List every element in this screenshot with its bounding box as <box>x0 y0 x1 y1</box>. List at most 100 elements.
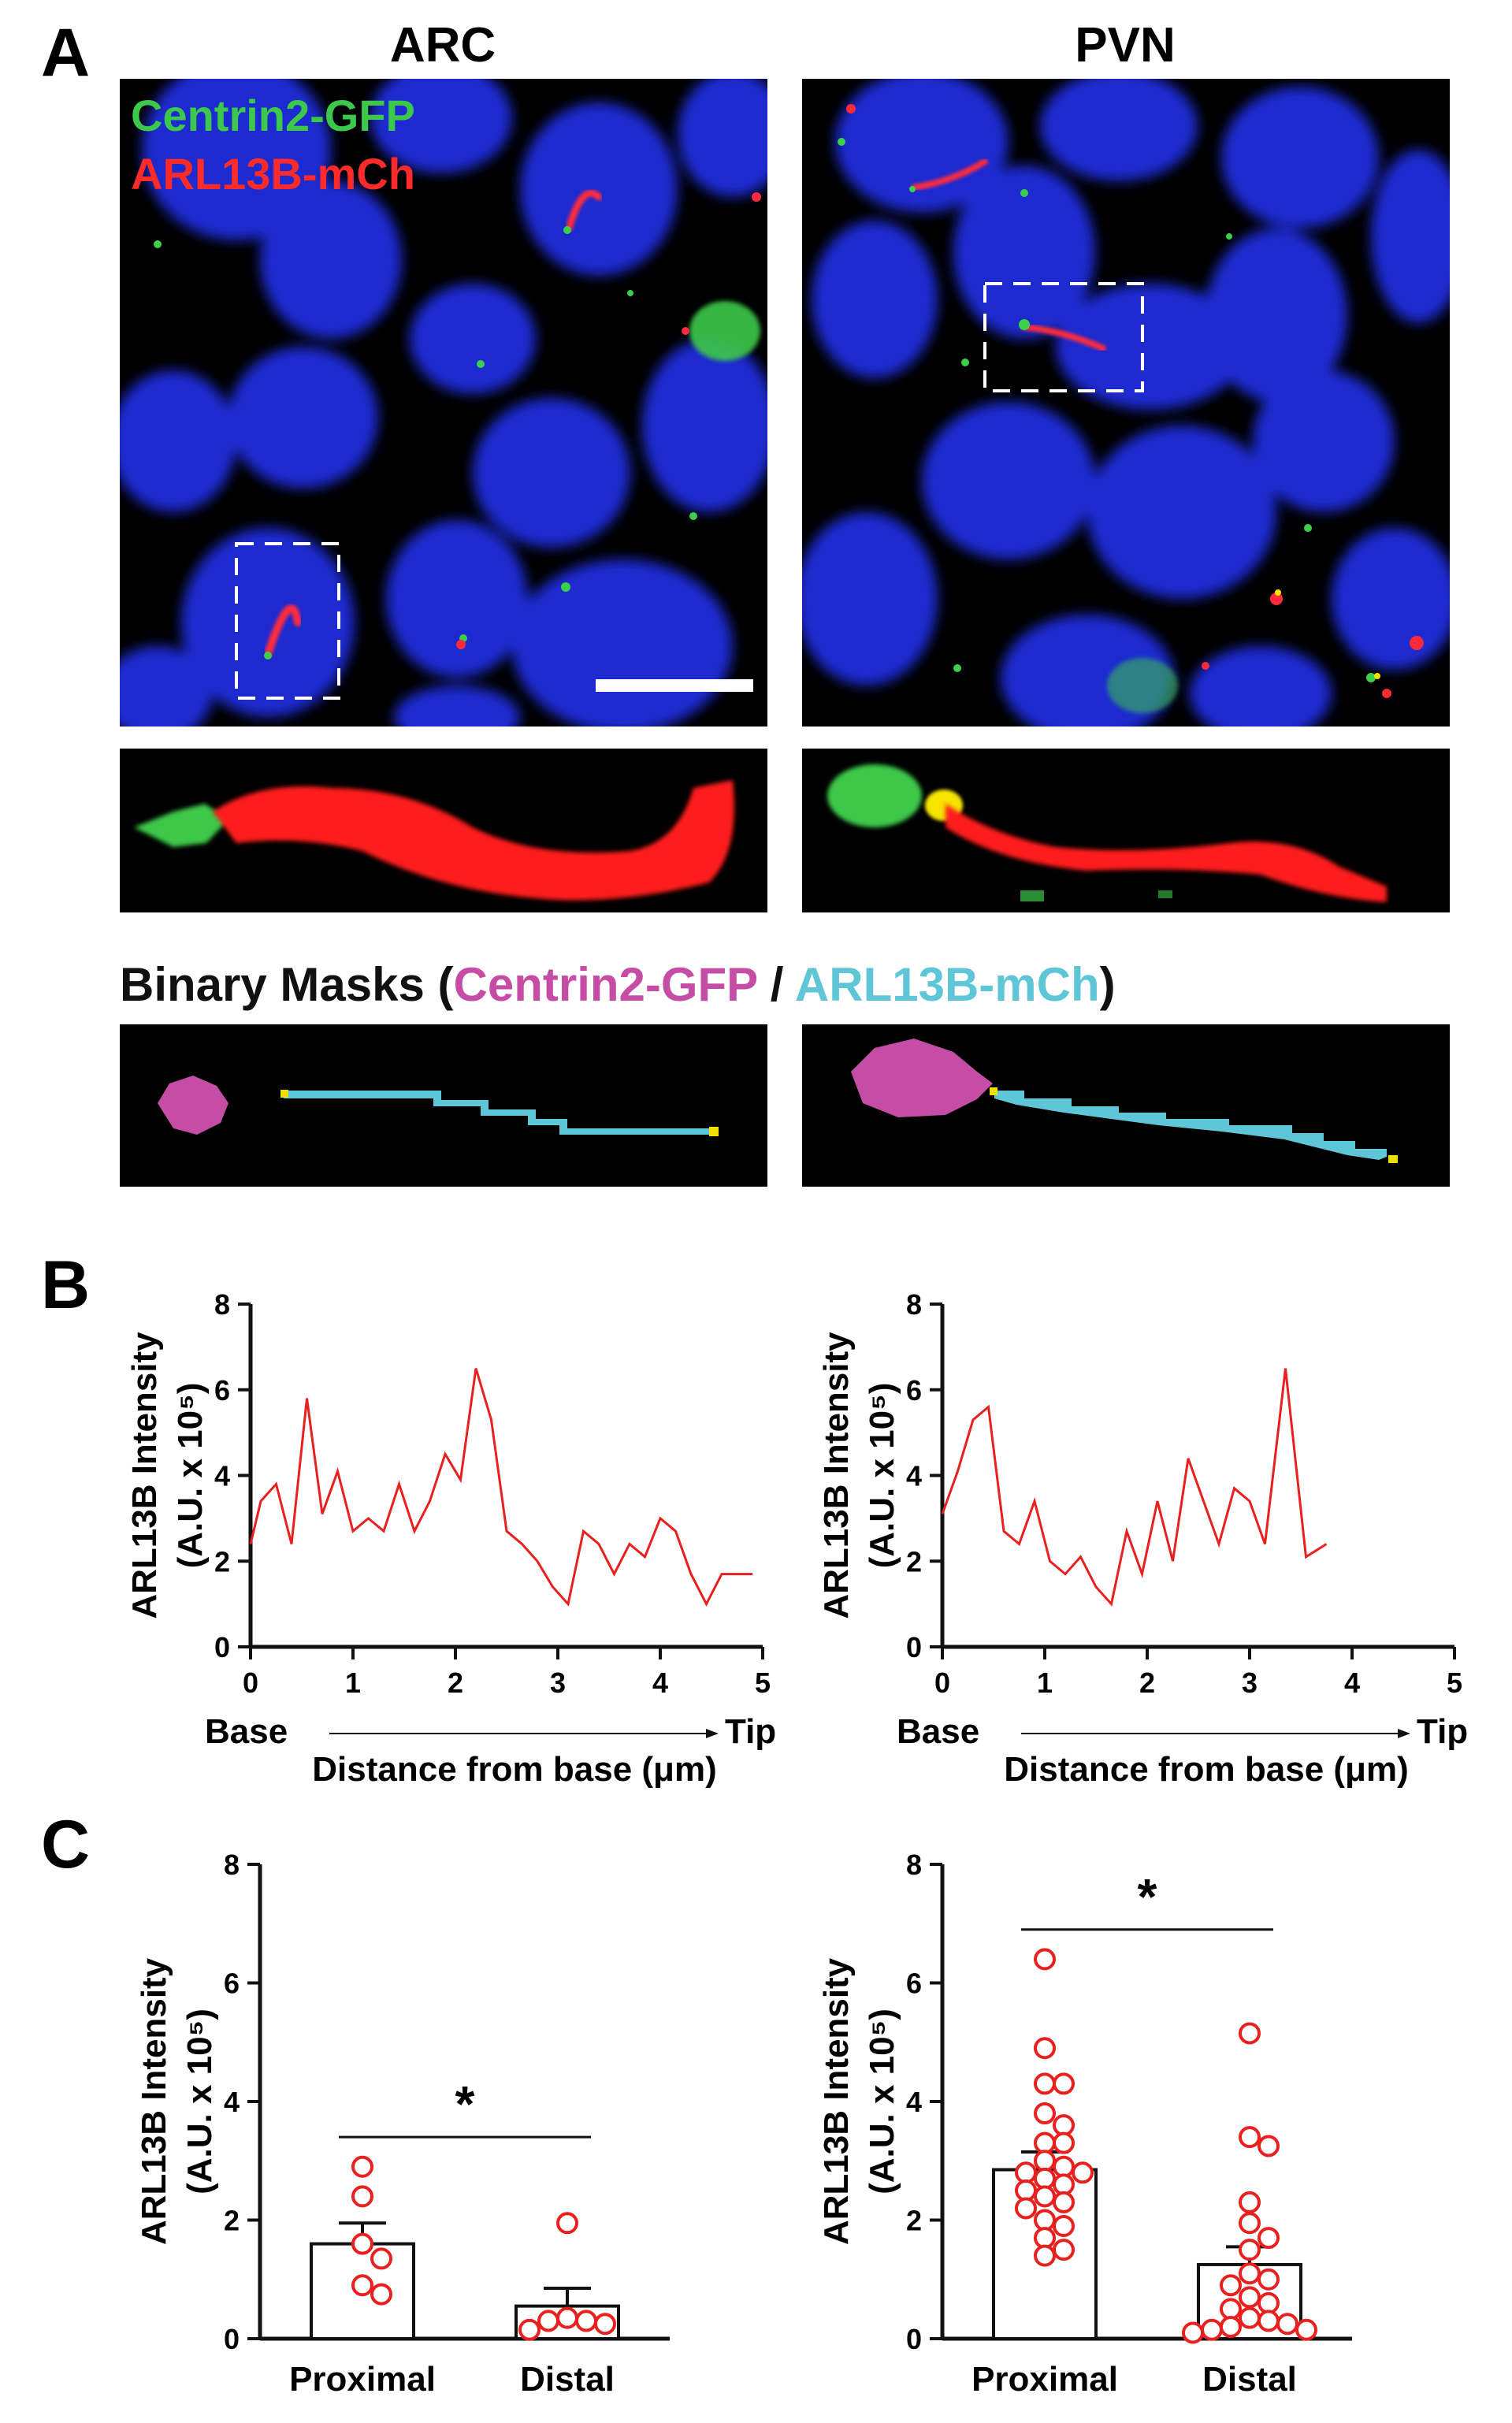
arc-profile-ylabel: ARL13B Intensity <box>125 1332 164 1619</box>
arc-profile-base-label: Base <box>205 1712 288 1751</box>
channel-label-centrin: Centrin2-GFP <box>131 91 415 140</box>
pvn-bar-ytick-label: 8 <box>906 1849 922 1881</box>
pvn-bar-data-point <box>1258 2291 1280 2314</box>
panel-letter-a: A <box>41 15 90 91</box>
pvn-profile-ytick-label: 0 <box>906 1631 922 1663</box>
pvn-bar-data-point <box>1239 2306 1261 2329</box>
pvn-bar-xtick-label: Distal <box>1202 2360 1297 2399</box>
pvn-bar-data-point <box>1239 2126 1261 2149</box>
pvn-profile-tip-label: Tip <box>1417 1712 1468 1751</box>
arc-bar-data-point <box>594 2313 616 2336</box>
pvn-profile-ytick-label: 2 <box>906 1545 922 1578</box>
arc-profile-xtick-label: 5 <box>755 1667 771 1699</box>
pvn-nuclei <box>802 79 1450 727</box>
pvn-bar-data-point <box>1258 2227 1280 2250</box>
pvn-bar-data-point <box>1034 2131 1056 2154</box>
masks-title-prefix: Binary Masks ( <box>120 958 454 1011</box>
pvn-bar-data-point <box>1053 2173 1075 2196</box>
arc-profile-xtick-label: 2 <box>448 1667 463 1699</box>
arc-bar-ytick-label: 8 <box>224 1849 240 1881</box>
pvn-bar-data-point <box>1034 2072 1056 2095</box>
pvn-bar-data-point <box>1053 2215 1075 2238</box>
pvn-bar-data-point <box>1276 2313 1298 2336</box>
pvn-bar-data-point <box>1034 2167 1056 2190</box>
pvn-bar-data-point <box>1239 2022 1261 2045</box>
pvn-bar-data-point <box>1220 2315 1242 2338</box>
arc-profile-ylabel-units: (A.U. x 10⁵) <box>171 1383 210 1569</box>
pvn-bar-data-point <box>1201 2318 1223 2341</box>
arc-bar-data-point <box>351 2185 373 2208</box>
pvn-bar-data-point <box>1053 2072 1075 2095</box>
arc-bar-xtick-label: Distal <box>520 2360 615 2399</box>
arc-bar-data-point <box>556 2306 578 2329</box>
masks-title-separator: / <box>757 958 795 1011</box>
pvn-bar-data-point <box>1015 2197 1037 2220</box>
pvn-bar-significance-star: * <box>1138 1868 1157 1925</box>
arc-bar-data-point <box>575 2310 597 2332</box>
pvn-profile-xtick-label: 2 <box>1139 1667 1155 1699</box>
pvn-profile-base-label: Base <box>897 1712 979 1751</box>
arc-bar-data-point <box>351 2155 373 2178</box>
pvn-bar-data-point <box>1258 2135 1280 2157</box>
masks-title-suffix: ) <box>1100 958 1116 1011</box>
arc-profile-distance-arrow-head <box>706 1729 719 1738</box>
masks-title-centrin: Centrin2-GFP <box>454 958 758 1011</box>
arc-bar-data-point <box>556 2212 578 2235</box>
pvn-bar-data-point <box>1239 2262 1261 2285</box>
pvn-bar-data-point <box>1295 2318 1317 2341</box>
pvn-profile-ylabel: ARL13B Intensity <box>817 1332 856 1619</box>
pvn-profile-xtick-label: 5 <box>1447 1667 1462 1699</box>
column-title-arc: ARC <box>390 18 496 72</box>
arc-bar-ytick-label: 4 <box>224 2086 240 2118</box>
pvn-profile-ytick-label: 6 <box>906 1374 922 1407</box>
arc-profile-tip-label: Tip <box>725 1712 776 1751</box>
pvn-bar-data-point <box>1034 2037 1056 2060</box>
pvn-profile-xtick-label: 4 <box>1344 1667 1360 1699</box>
pvn-bar-data-point <box>1053 2155 1075 2178</box>
pvn-bar-xtick-label: Proximal <box>971 2360 1118 2399</box>
pvn-bar-data-point <box>1239 2191 1261 2213</box>
panel-letter-b: B <box>41 1247 90 1323</box>
arc-bar-ylabel: ARL13B Intensity <box>135 1957 173 2245</box>
pvn-profile-xtick-label: 3 <box>1242 1667 1258 1699</box>
pvn-bar-data-point <box>1239 2239 1261 2261</box>
arc-bar-ylabel-units: (A.U. x 10⁵) <box>180 2009 219 2194</box>
pvn-bar-data-point <box>1220 2274 1242 2297</box>
pvn-bar-data-point <box>1258 2310 1280 2332</box>
pvn-bar-data-point <box>1220 2298 1242 2321</box>
arc-profile-xtick-label: 3 <box>550 1667 566 1699</box>
arc-profile-series-line <box>249 1368 752 1607</box>
pvn-bar-data-point <box>1053 2239 1075 2261</box>
pvn-bar-data-point <box>1239 2286 1261 2309</box>
pvn-bar-data-point <box>1034 2185 1056 2208</box>
pvn-bar-data-point <box>1072 2161 1094 2184</box>
pvn-bar-data-point <box>1053 2114 1075 2137</box>
arc-profile-ytick-label: 2 <box>214 1545 230 1578</box>
bar-chart-arc: 0 2 4 6 8 Proximal Distal * ARL13B Intensity (A.U… <box>135 1849 670 2399</box>
pvn-profile-ytick-label: 4 <box>906 1460 922 1492</box>
pvn-bar-data-point <box>1053 2191 1075 2213</box>
panel-letter-c: C <box>41 1807 90 1882</box>
arc-bar-data-point <box>518 2318 541 2341</box>
pvn-bar-data-point <box>1258 2268 1280 2291</box>
pvn-bar-data-point <box>1034 2209 1056 2232</box>
pvn-bar-ylabel: ARL13B Intensity <box>817 1957 856 2245</box>
pvn-bar-data-point <box>1034 2150 1056 2172</box>
pvn-bar-data-point <box>1034 2227 1056 2250</box>
bar-chart-pvn: 0 2 4 6 8 Proximal Distal * ARL13B Intensity (A.U… <box>817 1849 1352 2399</box>
pvn-bar-ytick-label: 4 <box>906 2086 922 2118</box>
pvn-profile-ylabel-units: (A.U. x 10⁵) <box>863 1383 901 1569</box>
arc-bar-data-point <box>370 2247 392 2270</box>
pvn-roi-box <box>983 282 1144 392</box>
arc-bar-data-point <box>351 2274 373 2297</box>
arc-roi-box <box>235 542 340 700</box>
arc-bar-ytick-label: 0 <box>224 2323 240 2355</box>
arc-profile-xtick-label: 4 <box>652 1667 668 1699</box>
pvn-profile-xtick-label: 1 <box>1037 1667 1053 1699</box>
pvn-bar-data-point <box>1239 2212 1261 2235</box>
arc-bar-data-point <box>351 2232 373 2255</box>
scale-bar <box>596 679 753 692</box>
arc-zoom-inset <box>120 749 767 912</box>
pvn-bar-data-point <box>1053 2131 1075 2154</box>
